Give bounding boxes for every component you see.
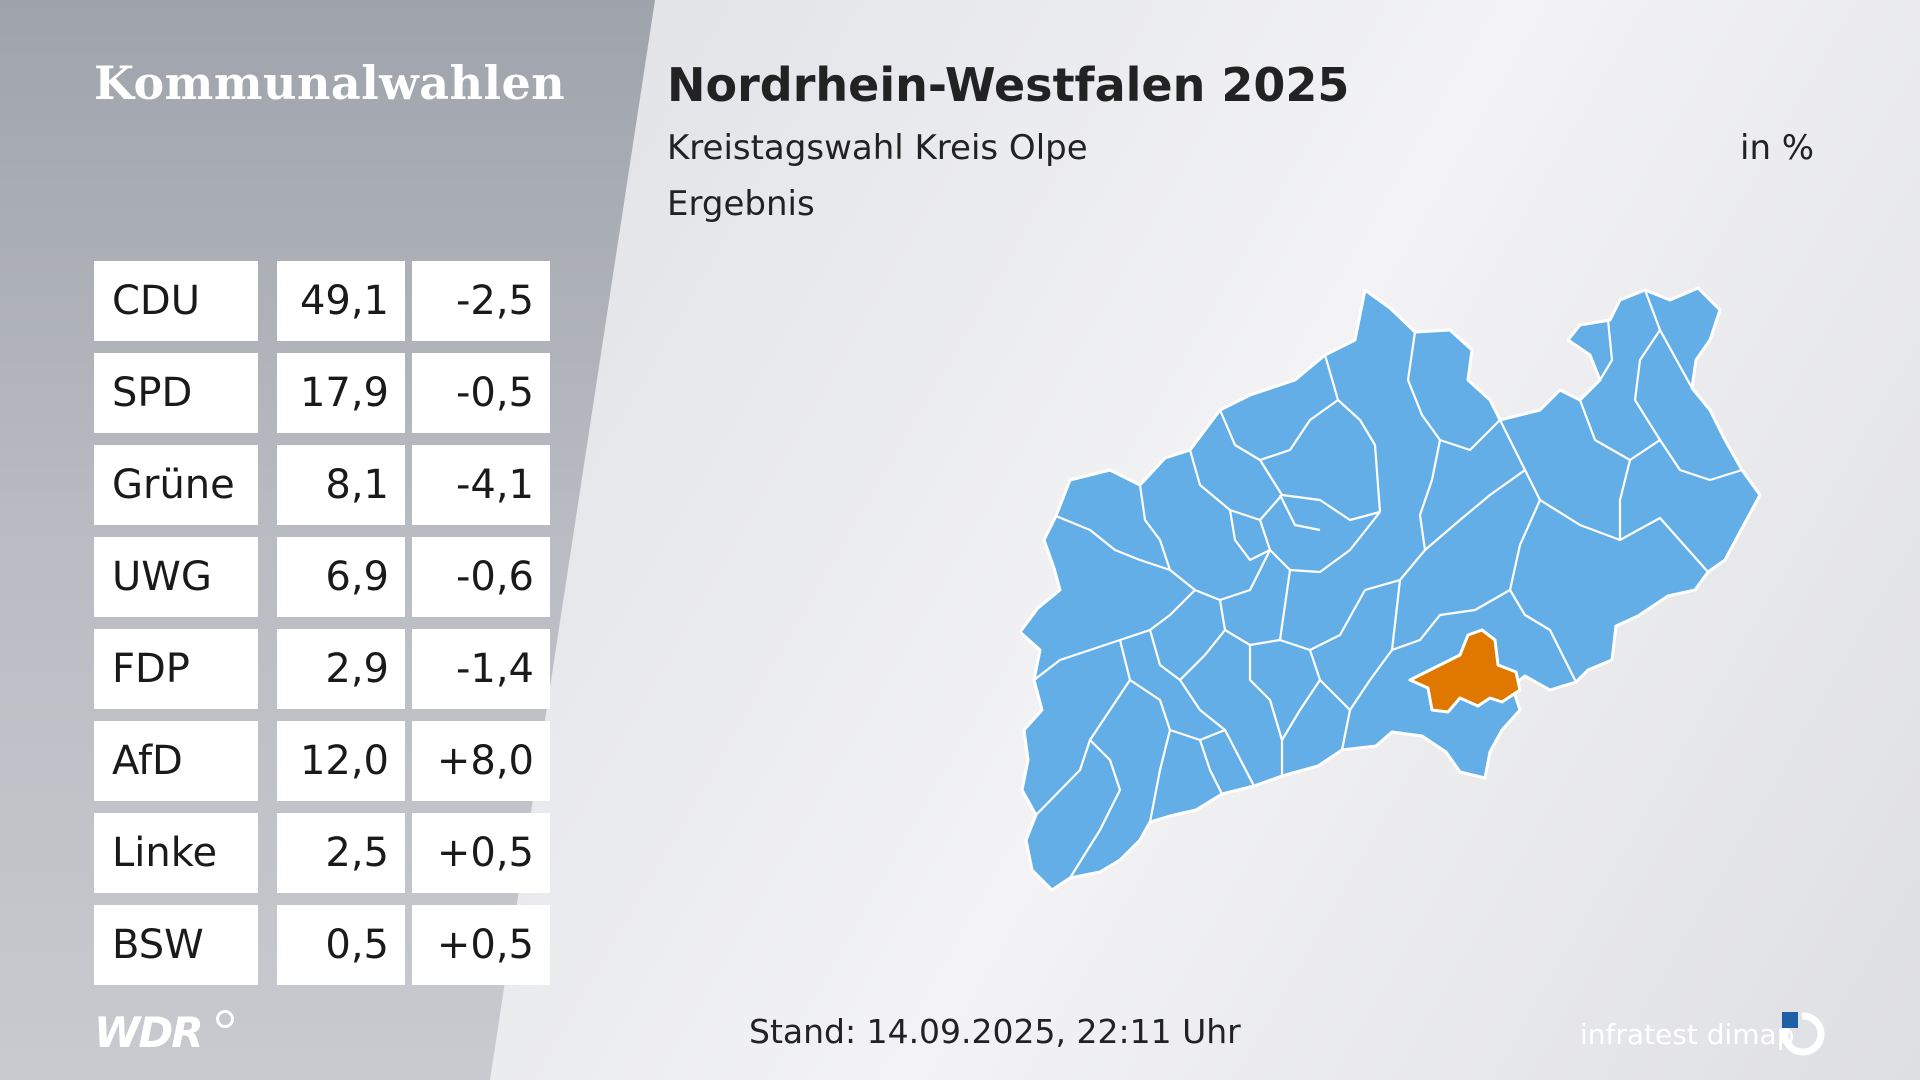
party-name: CDU: [94, 261, 258, 341]
party-name: AfD: [94, 721, 258, 801]
infratest-dimap-logo-icon: [1781, 1012, 1825, 1056]
wdr-logo: WDR: [94, 1008, 204, 1057]
highlighted-district-olpe: [1408, 628, 1522, 714]
nrw-district-map: [1020, 286, 1762, 892]
nrw-region-shape: [1020, 286, 1762, 892]
party-result: 2,5: [277, 813, 405, 893]
party-difference: -0,5: [412, 353, 550, 433]
party-difference: -4,1: [412, 445, 550, 525]
party-difference: +8,0: [412, 721, 550, 801]
party-result: 2,9: [277, 629, 405, 709]
party-name: BSW: [94, 905, 258, 985]
section-title: Kommunalwahlen: [94, 56, 566, 110]
party-name: SPD: [94, 353, 258, 433]
pollster-label: infratest dimap: [1580, 1018, 1795, 1051]
party-result: 17,9: [277, 353, 405, 433]
timestamp: Stand: 14.09.2025, 22:11 Uhr: [749, 1012, 1241, 1051]
party-result: 8,1: [277, 445, 405, 525]
ard-ring-icon: [216, 1010, 234, 1028]
subtitle: Kreistagswahl Kreis Olpe: [667, 128, 1088, 168]
party-difference: -0,6: [412, 537, 550, 617]
party-difference: -1,4: [412, 629, 550, 709]
page-title: Nordrhein-Westfalen 2025: [667, 58, 1350, 112]
party-name: FDP: [94, 629, 258, 709]
party-difference: +0,5: [412, 905, 550, 985]
party-difference: -2,5: [412, 261, 550, 341]
party-result: 49,1: [277, 261, 405, 341]
party-result: 12,0: [277, 721, 405, 801]
party-name: Grüne: [94, 445, 258, 525]
unit-label: in %: [1740, 128, 1815, 168]
status-label: Ergebnis: [667, 184, 815, 224]
district-borders: [1033, 289, 1743, 879]
party-difference: +0,5: [412, 813, 550, 893]
party-result: 0,5: [277, 905, 405, 985]
party-name: UWG: [94, 537, 258, 617]
party-result: 6,9: [277, 537, 405, 617]
party-name: Linke: [94, 813, 258, 893]
